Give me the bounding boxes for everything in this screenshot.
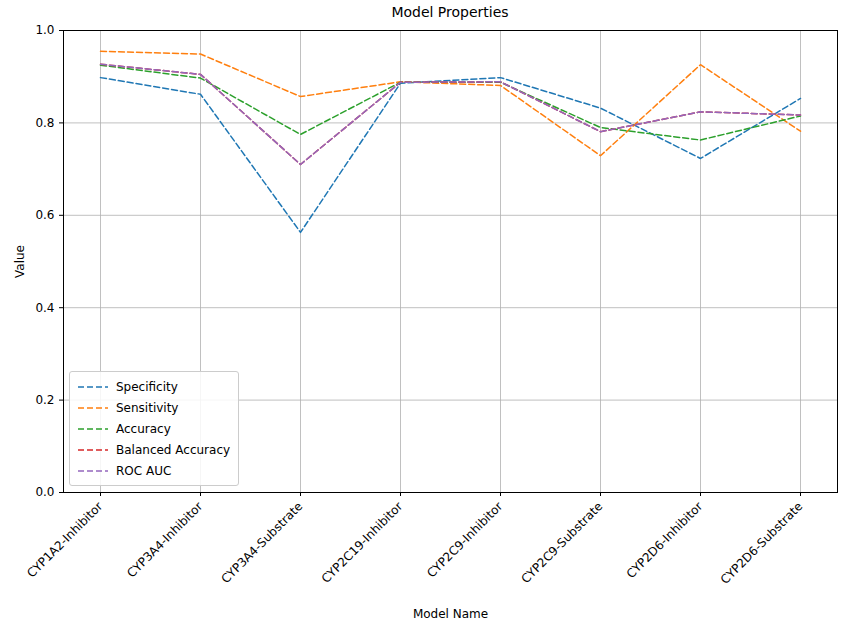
- svg-text:Value: Value: [13, 245, 27, 278]
- html-text:Model Properties: Model Properties: [391, 4, 509, 20]
- svg-text:0.4: 0.4: [35, 301, 54, 315]
- svg-text:0.0: 0.0: [35, 485, 54, 499]
- svg-text:CYP2C9-Inhibitor: CYP2C9-Inhibitor: [424, 499, 505, 580]
- svg-text:CYP3A4-Substrate: CYP3A4-Substrate: [219, 499, 306, 586]
- html-text:Specificity: Specificity: [116, 379, 178, 394]
- svg-text:CYP2C9-Substrate: CYP2C9-Substrate: [518, 499, 605, 586]
- svg-text:CYP2D6-Inhibitor: CYP2D6-Inhibitor: [624, 499, 706, 581]
- html-text:Sensitivity: Sensitivity: [116, 400, 179, 415]
- html-text:ROC AUC: ROC AUC: [116, 463, 172, 478]
- svg-text:0.8: 0.8: [35, 116, 54, 130]
- svg-text:CYP2C19-Inhibitor: CYP2C19-Inhibitor: [319, 499, 406, 586]
- svg-text:Model Name: Model Name: [413, 607, 488, 621]
- svg-text:0.2: 0.2: [35, 393, 54, 407]
- html-text:Accuracy: Accuracy: [116, 421, 171, 436]
- svg-text:1.0: 1.0: [35, 24, 54, 37]
- svg-text:CYP2D6-Substrate: CYP2D6-Substrate: [718, 499, 806, 587]
- svg-text:CYP1A2-Inhibitor: CYP1A2-Inhibitor: [24, 499, 105, 580]
- svg-text:0.6: 0.6: [35, 208, 54, 222]
- svg-text:CYP3A4-Inhibitor: CYP3A4-Inhibitor: [124, 499, 205, 580]
- html-text:Balanced Accuracy: Balanced Accuracy: [116, 442, 231, 457]
